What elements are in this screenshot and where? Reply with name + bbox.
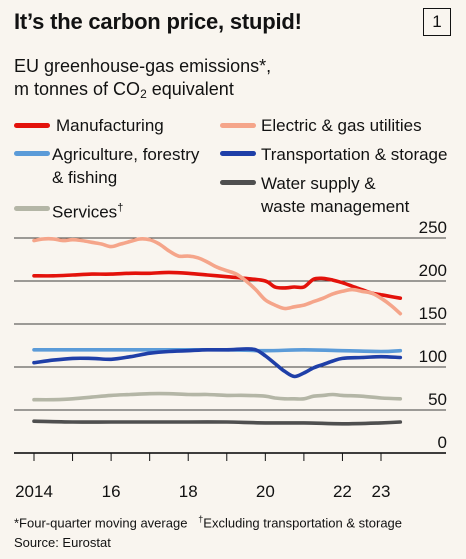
- legend-swatch-services: [14, 206, 50, 211]
- chart-title: It’s the carbon price, stupid!: [14, 9, 302, 34]
- series-line-services: [32, 391, 403, 402]
- legend-label-transport: Transportation & storage: [261, 145, 448, 164]
- y-tick-label-150: 150: [419, 304, 447, 323]
- footnote-dagger: †: [198, 514, 204, 524]
- x-tick-label-2018: 18: [179, 482, 198, 501]
- chart-number-badge: 1: [423, 8, 451, 36]
- legend-label-water: Water supply & waste management: [261, 172, 409, 218]
- legend-swatch-water: [220, 180, 256, 185]
- legend-label-water-line2: waste management: [261, 197, 410, 216]
- y-axis-tick-labels: 0 50 100 150 200 250: [419, 218, 447, 452]
- legend-label-services: Services†: [52, 197, 123, 224]
- footnote-excluding: Excluding transportation & storage: [203, 515, 403, 531]
- x-tick-label-2020: 20: [256, 482, 275, 501]
- subtitle-line-2: m tonnes of CO2 equivalent: [14, 78, 271, 101]
- legend-label-agriculture: Agriculture, forestry & fishing: [52, 143, 199, 189]
- x-tick-label-2022: 22: [333, 482, 352, 501]
- subtitle-unit-tail: equivalent: [146, 79, 234, 99]
- x-axis: 2014 16 18 20 22 23: [15, 453, 390, 501]
- y-tick-label-200: 200: [419, 261, 447, 280]
- y-tick-label-250: 250: [419, 218, 447, 237]
- source-note: Source: Eurostat: [14, 535, 111, 550]
- x-tick-label-2023: 23: [372, 482, 391, 501]
- series-line-utilities: [32, 236, 403, 316]
- series-line-water: [32, 419, 403, 426]
- footnote-moving-average: *Four-quarter moving average: [14, 515, 188, 531]
- subtitle-line-1: EU greenhouse-gas emissions*,: [14, 56, 272, 76]
- x-tick-label-2016: 16: [102, 482, 121, 501]
- legend-label-water-line1: Water supply &: [261, 174, 376, 193]
- subtitle-subscript: 2: [140, 87, 147, 101]
- series-lines: [32, 236, 403, 426]
- y-tick-label-50: 50: [428, 390, 447, 409]
- legend-label-utilities: Electric & gas utilities: [261, 116, 422, 135]
- series-line-manufacturing: [32, 270, 403, 300]
- legend-label-services-text: Services: [52, 202, 118, 222]
- legend-swatch-manufacturing: [14, 123, 50, 128]
- y-tick-label-0: 0: [438, 433, 447, 452]
- x-tick-label-2014: 2014: [15, 482, 53, 501]
- chart-subtitle: EU greenhouse-gas emissions*, m tonnes o…: [14, 55, 271, 101]
- legend-label-agriculture-line2: & fishing: [52, 168, 118, 187]
- legend-label-manufacturing: Manufacturing: [56, 116, 164, 135]
- legend-swatch-utilities: [220, 123, 256, 128]
- y-tick-label-100: 100: [419, 347, 447, 366]
- subtitle-unit-text: m tonnes of CO: [14, 79, 141, 99]
- legend-label-agriculture-line1: Agriculture, forestry: [52, 145, 200, 164]
- legend-swatch-agriculture: [14, 151, 50, 156]
- grid-lines: [14, 237, 446, 454]
- footnote-line: *Four-quarter moving average †Excluding …: [14, 514, 402, 530]
- legend-label-services-mark: †: [117, 202, 124, 214]
- legend-swatch-transport: [220, 151, 256, 156]
- series-line-transport: [32, 347, 403, 379]
